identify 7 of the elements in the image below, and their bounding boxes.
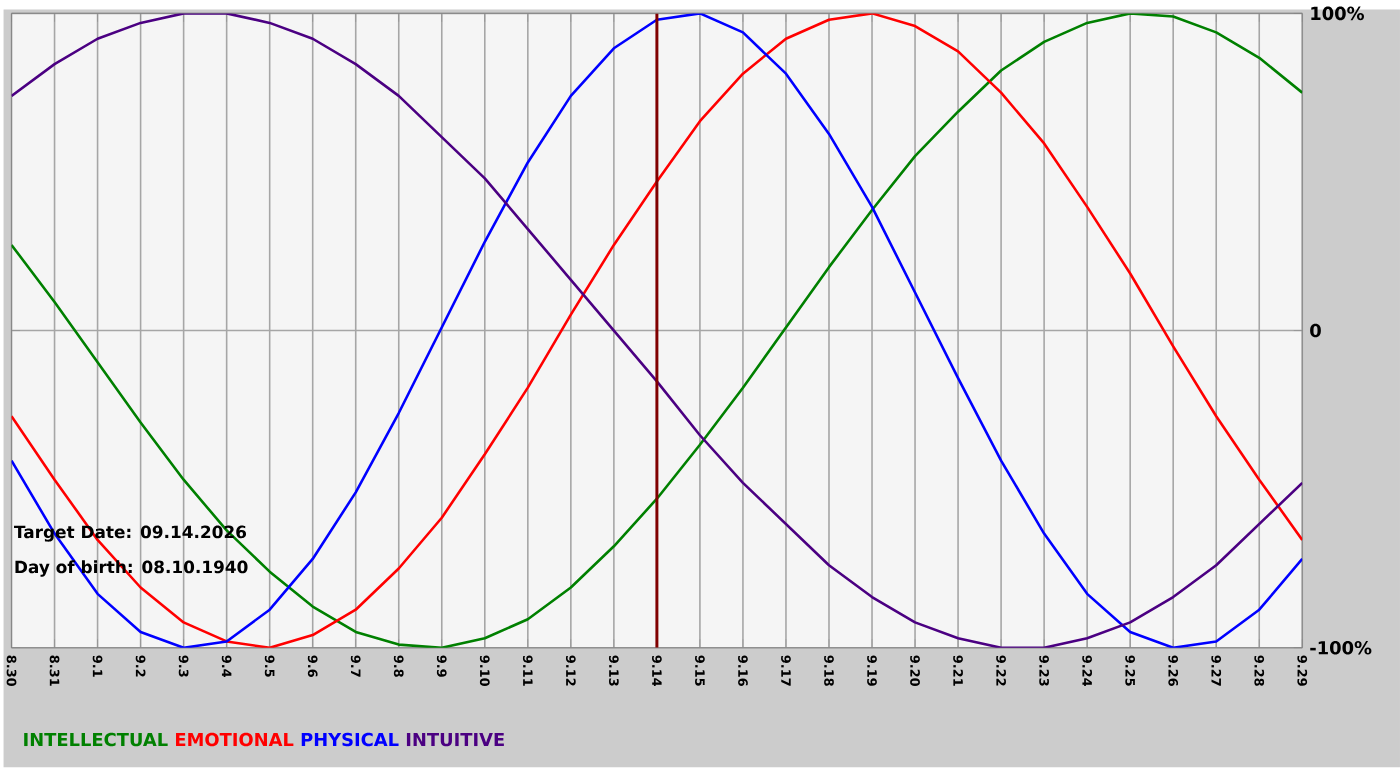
text: PHYSICAL — [301, 733, 399, 747]
y-tick-label: 0 — [1310, 324, 1321, 338]
text: INTELLECTUAL — [24, 733, 168, 747]
text: EMOTIONAL — [176, 733, 294, 747]
y-tick-label: 100% — [1311, 6, 1364, 21]
y-tick-label: -100% — [1310, 641, 1372, 655]
text: INTUITIVE — [406, 733, 504, 747]
